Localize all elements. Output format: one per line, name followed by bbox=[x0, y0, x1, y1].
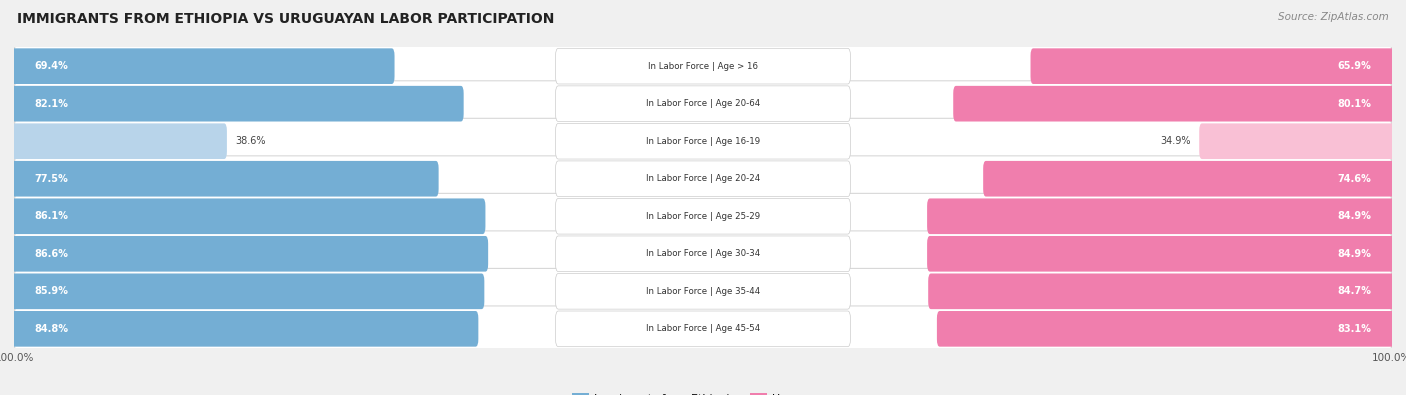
Text: 84.9%: 84.9% bbox=[1337, 211, 1371, 221]
Text: 82.1%: 82.1% bbox=[35, 99, 69, 109]
FancyBboxPatch shape bbox=[11, 236, 488, 272]
FancyBboxPatch shape bbox=[14, 156, 1392, 201]
FancyBboxPatch shape bbox=[11, 198, 485, 234]
Text: In Labor Force | Age 45-54: In Labor Force | Age 45-54 bbox=[645, 324, 761, 333]
FancyBboxPatch shape bbox=[14, 306, 1392, 352]
FancyBboxPatch shape bbox=[555, 198, 851, 234]
Text: 34.9%: 34.9% bbox=[1160, 136, 1191, 146]
Text: 65.9%: 65.9% bbox=[1337, 61, 1371, 71]
FancyBboxPatch shape bbox=[11, 161, 439, 197]
FancyBboxPatch shape bbox=[927, 236, 1395, 272]
FancyBboxPatch shape bbox=[14, 43, 1392, 89]
Text: In Labor Force | Age > 16: In Labor Force | Age > 16 bbox=[648, 62, 758, 71]
FancyBboxPatch shape bbox=[555, 48, 851, 84]
Text: 84.8%: 84.8% bbox=[35, 324, 69, 334]
FancyBboxPatch shape bbox=[555, 273, 851, 309]
Text: 74.6%: 74.6% bbox=[1337, 174, 1371, 184]
Text: In Labor Force | Age 20-24: In Labor Force | Age 20-24 bbox=[645, 174, 761, 183]
FancyBboxPatch shape bbox=[927, 198, 1395, 234]
FancyBboxPatch shape bbox=[14, 194, 1392, 239]
FancyBboxPatch shape bbox=[11, 311, 478, 347]
FancyBboxPatch shape bbox=[936, 311, 1395, 347]
Text: In Labor Force | Age 30-34: In Labor Force | Age 30-34 bbox=[645, 249, 761, 258]
Text: 69.4%: 69.4% bbox=[35, 61, 69, 71]
Legend: Immigrants from Ethiopia, Uruguayan: Immigrants from Ethiopia, Uruguayan bbox=[568, 389, 838, 395]
Text: Source: ZipAtlas.com: Source: ZipAtlas.com bbox=[1278, 12, 1389, 22]
Text: 38.6%: 38.6% bbox=[235, 136, 266, 146]
FancyBboxPatch shape bbox=[11, 273, 484, 309]
FancyBboxPatch shape bbox=[11, 86, 464, 122]
FancyBboxPatch shape bbox=[14, 269, 1392, 314]
Text: 83.1%: 83.1% bbox=[1337, 324, 1371, 334]
FancyBboxPatch shape bbox=[1031, 48, 1395, 84]
FancyBboxPatch shape bbox=[11, 48, 395, 84]
FancyBboxPatch shape bbox=[14, 231, 1392, 276]
Text: 80.1%: 80.1% bbox=[1337, 99, 1371, 109]
FancyBboxPatch shape bbox=[11, 123, 226, 159]
FancyBboxPatch shape bbox=[555, 311, 851, 347]
FancyBboxPatch shape bbox=[953, 86, 1395, 122]
FancyBboxPatch shape bbox=[928, 273, 1395, 309]
Text: 86.6%: 86.6% bbox=[35, 249, 69, 259]
FancyBboxPatch shape bbox=[555, 236, 851, 272]
Text: In Labor Force | Age 20-64: In Labor Force | Age 20-64 bbox=[645, 99, 761, 108]
Text: 84.7%: 84.7% bbox=[1337, 286, 1371, 296]
FancyBboxPatch shape bbox=[555, 86, 851, 122]
Text: 85.9%: 85.9% bbox=[35, 286, 69, 296]
Text: 86.1%: 86.1% bbox=[35, 211, 69, 221]
FancyBboxPatch shape bbox=[14, 118, 1392, 164]
Text: 77.5%: 77.5% bbox=[35, 174, 69, 184]
Text: IMMIGRANTS FROM ETHIOPIA VS URUGUAYAN LABOR PARTICIPATION: IMMIGRANTS FROM ETHIOPIA VS URUGUAYAN LA… bbox=[17, 12, 554, 26]
Text: In Labor Force | Age 35-44: In Labor Force | Age 35-44 bbox=[645, 287, 761, 296]
Text: In Labor Force | Age 16-19: In Labor Force | Age 16-19 bbox=[645, 137, 761, 146]
FancyBboxPatch shape bbox=[555, 161, 851, 197]
FancyBboxPatch shape bbox=[555, 123, 851, 159]
Text: 84.9%: 84.9% bbox=[1337, 249, 1371, 259]
FancyBboxPatch shape bbox=[14, 81, 1392, 126]
FancyBboxPatch shape bbox=[983, 161, 1395, 197]
Text: In Labor Force | Age 25-29: In Labor Force | Age 25-29 bbox=[645, 212, 761, 221]
FancyBboxPatch shape bbox=[1199, 123, 1395, 159]
